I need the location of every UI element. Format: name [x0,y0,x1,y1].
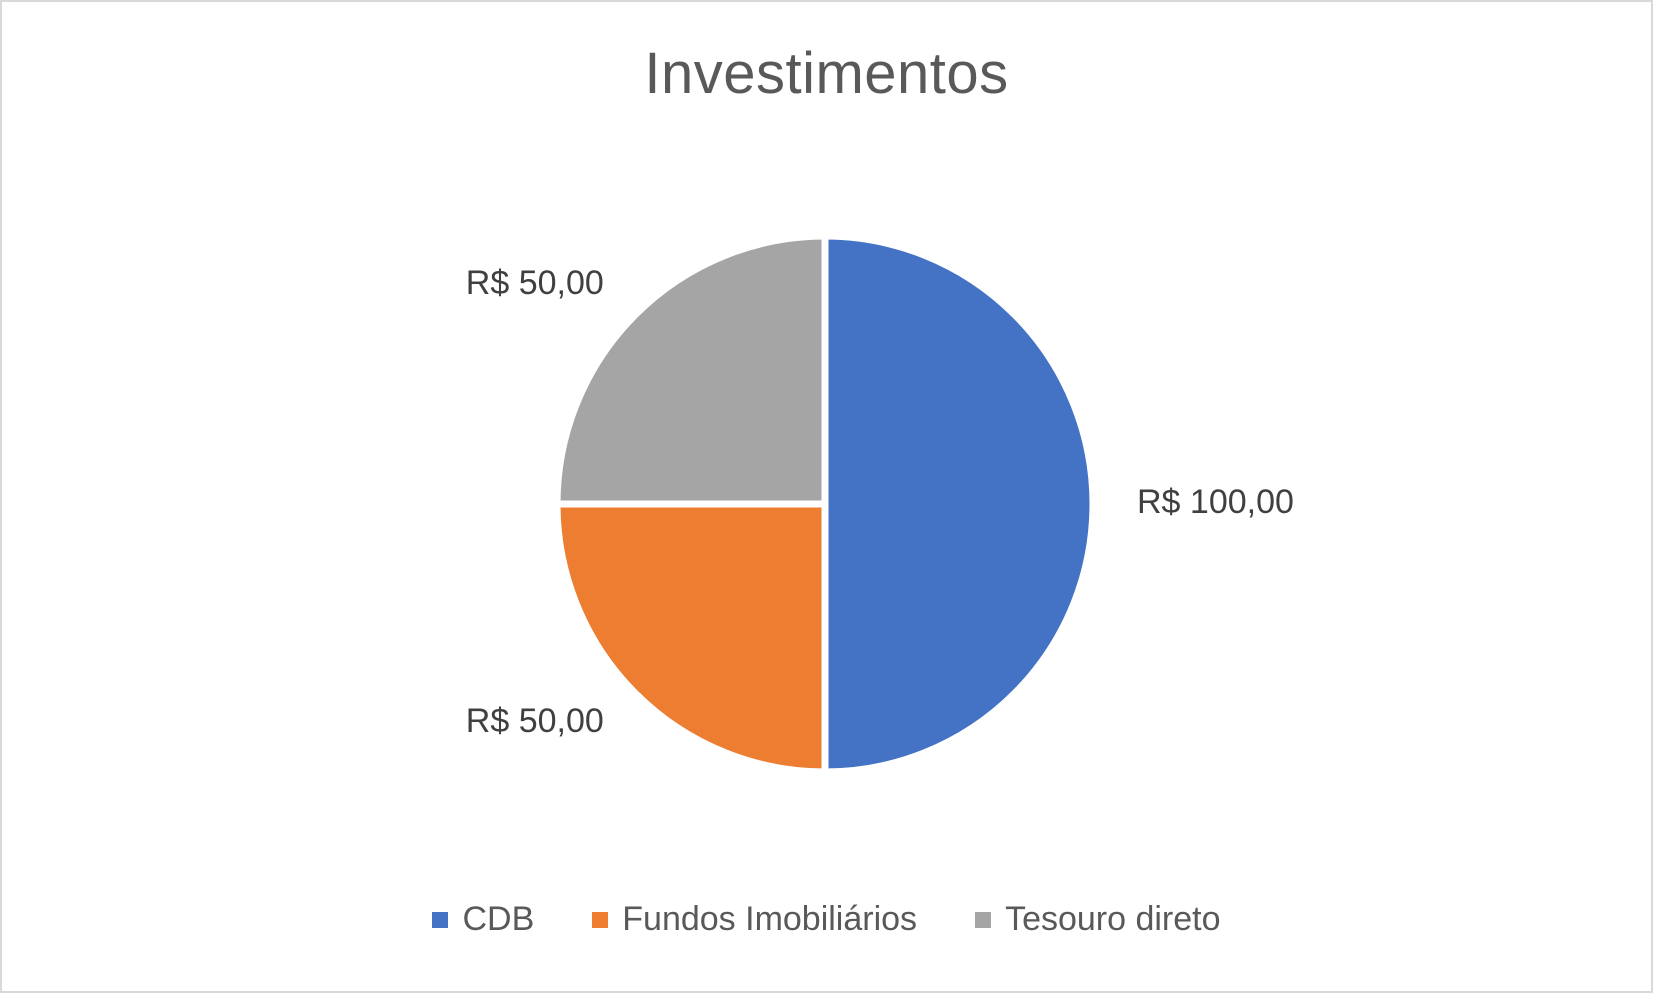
data-label-cdb: R$ 100,00 [1137,483,1294,521]
data-label-tesouro-direto: R$ 50,00 [466,264,604,302]
legend-item-fundos-imobiliarios: Fundos Imobiliários [592,900,917,939]
legend-label-fundos-imobiliarios: Fundos Imobiliários [622,900,918,938]
chart-title: Investimentos [644,41,1009,106]
legend-label-cdb: CDB [462,900,535,938]
pie-slice-fundos-imobiliarios [553,500,829,776]
legend-swatch-fundos-imobiliarios [592,911,609,928]
legend-swatch-cdb [432,911,449,928]
chart-legend: CDB Fundos Imobiliários Tesouro direto [2,900,1651,939]
legend-item-cdb: CDB [432,900,534,939]
data-label-fundos-imobiliarios: R$ 50,00 [466,702,604,740]
legend-label-tesouro-direto: Tesouro direto [1005,900,1221,938]
pie-slice-tesouro-direto [553,232,829,508]
pie-slice-cdb [821,232,1097,776]
pie-slices [553,232,1097,776]
pie-data-labels: R$ 100,00 R$ 50,00 R$ 50,00 [466,264,1294,740]
legend-item-tesouro-direto: Tesouro direto [975,900,1221,939]
legend-swatch-tesouro-direto [975,911,992,928]
